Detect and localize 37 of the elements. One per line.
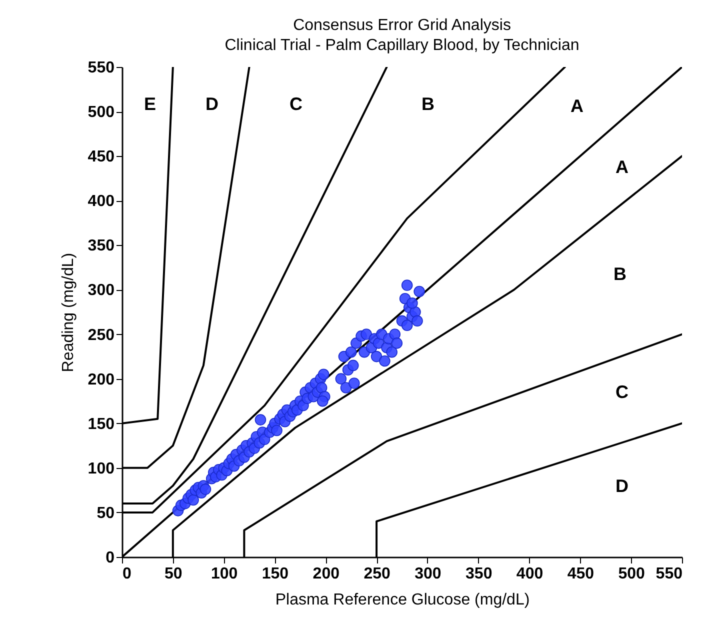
annotation: B [422, 94, 434, 114]
x-tick-label: 500 [618, 566, 646, 582]
x-tick-label: 250 [364, 566, 390, 582]
annotation: A [570, 96, 584, 116]
annotation: E [144, 94, 156, 114]
annotation: A [616, 157, 628, 177]
y-tick-label: 200 [88, 371, 115, 388]
x-tick-label: 50 [164, 566, 182, 582]
annotation: D [616, 476, 628, 496]
annotation: D [206, 94, 218, 114]
y-tick-label: 300 [88, 282, 115, 300]
x-tick-label: 100 [210, 566, 238, 582]
x-tick-label: 400 [516, 566, 544, 582]
chart-title: Consensus Error Grid Analysis [293, 17, 511, 34]
annotation: C [290, 94, 302, 114]
y-tick-label: 550 [88, 60, 115, 76]
y-tick-label: 250 [88, 326, 115, 344]
y-tick-label: 500 [88, 104, 115, 122]
y-tick-label: 0 [106, 550, 115, 566]
y-tick-label: 100 [88, 460, 115, 478]
annotation: C [616, 382, 628, 402]
x-tick-label: 350 [466, 566, 492, 582]
y-tick-label: 350 [88, 238, 115, 255]
y-tick-label: 50 [96, 504, 115, 522]
x-tick-label: 450 [567, 566, 594, 582]
x-tick-label: 150 [262, 566, 289, 582]
annotation: B [614, 264, 626, 284]
x-axis-title: Plasma Reference Glucose (mg/dL) [275, 592, 530, 608]
x-tick-label: 0 [122, 566, 132, 582]
x-tick-label: 200 [312, 566, 340, 582]
x-tick-label: 550 [656, 566, 683, 582]
y-tick-label: 150 [88, 416, 115, 433]
y-axis-title: Reading (mg/dL) [60, 252, 77, 372]
chart-subtitle: Clinical Trial - Palm Capillary Blood, by Technician [224, 37, 580, 54]
y-tick-label: 400 [88, 193, 115, 210]
y-tick-label: 450 [88, 148, 115, 166]
x-tick-label: 300 [414, 566, 442, 582]
